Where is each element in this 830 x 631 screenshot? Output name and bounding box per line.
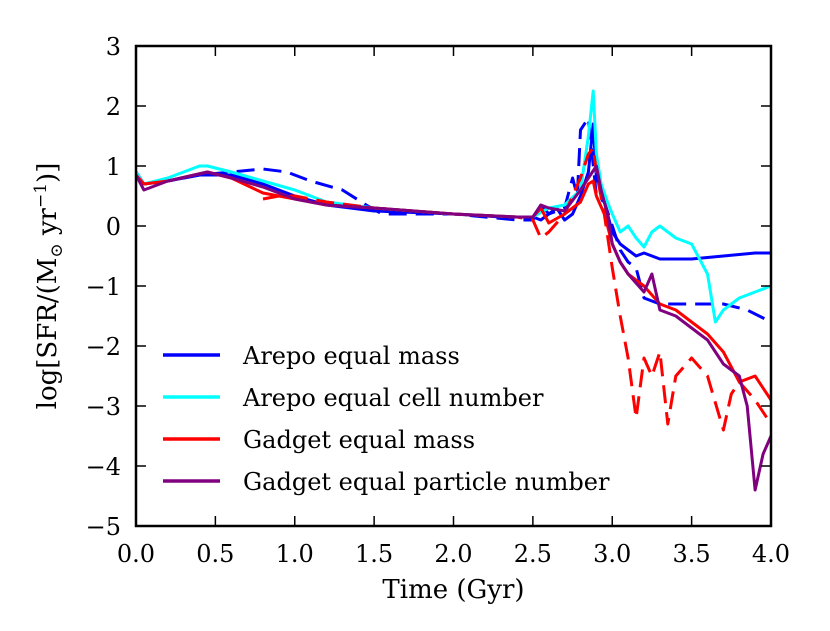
y-tick-label: −4: [86, 453, 121, 481]
legend-label-0: Arepo equal mass: [242, 342, 460, 370]
series-line-5: [136, 164, 771, 492]
y-tick-label: 3: [106, 33, 121, 61]
y-tick-label: 1: [106, 153, 121, 181]
y-axis-label-sup: −1: [31, 183, 51, 208]
x-tick-label: 2.0: [434, 540, 472, 568]
series-line-3: [136, 170, 771, 401]
x-tick-label: 0.5: [196, 540, 234, 568]
x-tick-label: 2.5: [514, 540, 552, 568]
y-tick-label: −5: [86, 513, 121, 541]
y-axis-label-mid: yr: [33, 207, 63, 243]
plot-frame: [134, 44, 773, 528]
y-tick-label: 0: [106, 213, 121, 241]
series-line-2: [136, 89, 771, 324]
x-tick-label: 1.5: [355, 540, 393, 568]
y-axis-label-suffix: )]: [33, 163, 63, 183]
x-tick-label: 3.0: [593, 540, 631, 568]
y-tick-label: 2: [106, 93, 121, 121]
legend: Arepo equal mass Arepo equal cell number G…: [163, 342, 610, 496]
x-axis-label: Time (Gyr): [382, 575, 524, 605]
series-layer: [136, 89, 771, 492]
legend-label-3: Gadget equal particle number: [243, 468, 610, 496]
series-line-1: [136, 116, 771, 324]
legend-label-2: Gadget equal mass: [243, 426, 475, 454]
y-tick-label: −2: [86, 333, 121, 361]
x-tick-label: 1.0: [276, 540, 314, 568]
y-axis-label: log[SFR/(M⊙ yr−1)]: [31, 163, 67, 410]
series-line-0: [136, 122, 771, 261]
y-axis-label-prefix: log[SFR/(M: [33, 258, 63, 410]
y-tick-label: −1: [86, 273, 121, 301]
ticks-layer: 0.0 0.5 1.0 1.5 2.0 2.5 3.0 3.5 4.0 −5 −4 −3 −2 −1 0 1 2…: [86, 33, 790, 568]
x-tick-label: 4.0: [752, 540, 790, 568]
legend-label-1: Arepo equal cell number: [242, 384, 544, 412]
x-tick-label: 0.0: [117, 540, 155, 568]
x-tick-label: 3.5: [673, 540, 711, 568]
y-axis-label-sub: ⊙: [47, 243, 67, 257]
y-tick-label: −3: [86, 393, 121, 421]
